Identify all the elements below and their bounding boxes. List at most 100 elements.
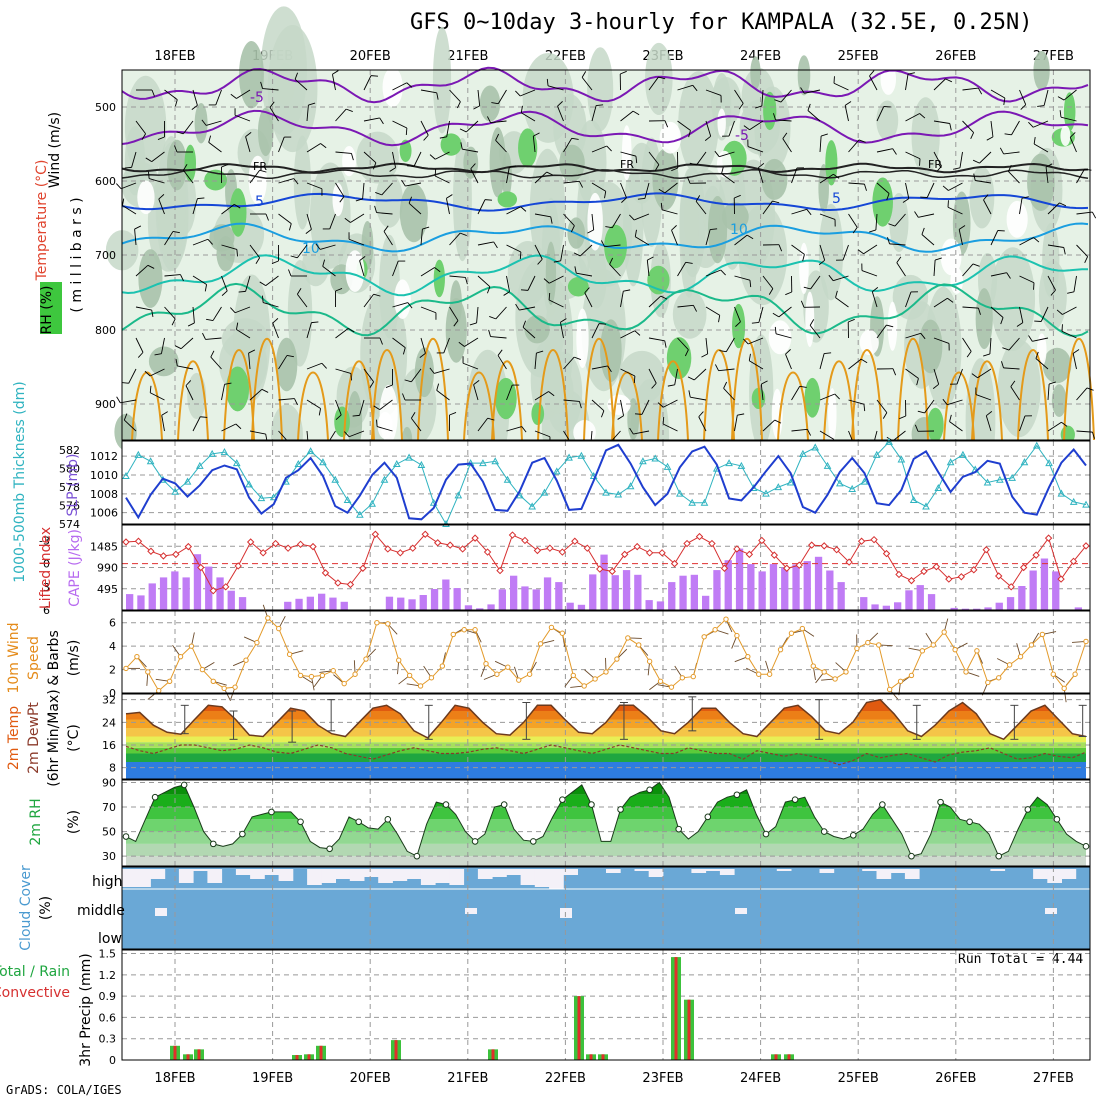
rh-marker — [908, 852, 915, 860]
wind-barb — [413, 151, 422, 167]
wind-speed-marker — [330, 668, 336, 674]
thickness-marker — [872, 450, 881, 458]
precip-convective-bar — [577, 996, 581, 1060]
p3-li-label: Lifted Index — [38, 527, 54, 609]
date-label-top: 21FEB — [447, 49, 488, 64]
wind-speed-marker — [974, 648, 980, 654]
wind-barb — [782, 138, 792, 153]
wind-barb-feather — [774, 326, 777, 334]
wind-barb-feather — [355, 198, 363, 202]
wind-barb — [376, 212, 393, 215]
wind-barb-feather — [1048, 381, 1056, 385]
li-marker — [583, 544, 592, 552]
wind-barb-feather — [689, 162, 697, 166]
wind-barb-feather — [657, 402, 664, 408]
p7-unit: (%) — [38, 896, 54, 920]
wind-barb-feather — [945, 78, 953, 83]
rh-marker — [500, 801, 508, 808]
wind-barb — [725, 337, 735, 352]
wind-barb — [363, 151, 377, 164]
li-marker — [795, 561, 803, 569]
rh-dry-patch — [621, 125, 632, 181]
wind-barb — [620, 368, 636, 377]
wind-barb-feather — [629, 214, 635, 221]
wind-barb — [962, 87, 979, 91]
thickness-marker — [996, 475, 1004, 483]
wind-barb-feather — [460, 232, 467, 237]
wind-barb-feather — [579, 181, 584, 188]
wind-barb — [674, 368, 678, 385]
cape-bar — [1006, 597, 1015, 610]
rh-high-shade — [804, 377, 821, 418]
li-marker — [920, 567, 928, 576]
wind-speed-marker — [265, 615, 271, 621]
wind-barb — [464, 337, 479, 347]
p5-unit: (°C) — [66, 724, 82, 752]
cape-bar — [668, 582, 676, 610]
temp-contour-warm — [297, 371, 329, 441]
wind-barb — [151, 151, 165, 162]
rh-dry-patch — [799, 242, 809, 294]
pressure-tick: 900 — [95, 398, 116, 411]
wind-barb — [959, 151, 963, 168]
wind-speed-marker — [679, 675, 686, 681]
p1-mb-label: ( m i l l i b a r s ) — [69, 197, 85, 312]
high-cloud-clear — [278, 869, 294, 881]
wind-barb-feather — [947, 297, 954, 303]
wind-barb-feather — [315, 243, 321, 250]
wind-barb-feather — [761, 380, 768, 385]
wind-speed-marker — [199, 666, 206, 673]
wind-barb — [506, 244, 522, 253]
wind-barb — [662, 423, 678, 432]
wind-barb — [633, 213, 650, 221]
wind-speed-marker — [777, 646, 784, 653]
wind-speed-marker — [930, 642, 936, 648]
wind-speed-marker — [788, 630, 795, 636]
rh-shade — [587, 47, 614, 132]
wind-speed-marker — [581, 683, 587, 689]
wind-barb — [363, 368, 374, 383]
wind-barb — [635, 236, 650, 246]
date-label-top: 20FEB — [350, 49, 391, 64]
wind-barb-feather — [557, 101, 563, 107]
wind-barb-feather — [571, 137, 579, 140]
cape-bar — [961, 608, 970, 610]
high-cloud-clear — [862, 869, 877, 871]
rh-shade-dark — [721, 202, 749, 232]
wind-barb-feather — [147, 264, 155, 269]
slp-tick: 1012 — [90, 450, 118, 463]
li-marker — [296, 540, 305, 549]
wind-barb-feather — [772, 312, 780, 318]
high-cloud-clear — [876, 869, 892, 879]
wind-barb — [236, 89, 251, 99]
wind-barb — [120, 182, 137, 190]
wind-speed-marker — [766, 671, 773, 677]
wind-barb — [661, 209, 678, 215]
wind-barb-feather — [351, 153, 354, 161]
wind-barb — [921, 234, 935, 246]
wind-barb — [1045, 167, 1049, 184]
temp-band — [126, 753, 1086, 762]
wind-barb — [249, 244, 260, 259]
wind-speed-marker — [1039, 631, 1046, 638]
wind-barb — [221, 204, 235, 215]
rh-marker — [559, 796, 566, 803]
p8-unit: 3hr Precip (mm) — [78, 953, 94, 1066]
thickness-marker — [392, 460, 401, 468]
wind-barb-feather — [820, 133, 828, 137]
wind-barb — [933, 297, 948, 308]
p1-rh-label: RH (%) — [39, 286, 55, 335]
slp-tick: 1010 — [90, 469, 118, 482]
date-label-bottom: 25FEB — [838, 1071, 879, 1086]
date-label-bottom: 27FEB — [1033, 1071, 1074, 1086]
wind-barb — [363, 117, 380, 122]
wind-barb — [985, 415, 992, 432]
thickness-marker — [245, 480, 253, 488]
temp-contour-m5 — [121, 109, 1089, 147]
li-marker — [870, 535, 878, 544]
precip-convective-bar — [173, 1045, 177, 1060]
temp-contour-warm — [371, 349, 403, 441]
wind-barb — [905, 291, 912, 308]
rh-marker — [297, 818, 304, 826]
wind-barb — [989, 337, 992, 354]
